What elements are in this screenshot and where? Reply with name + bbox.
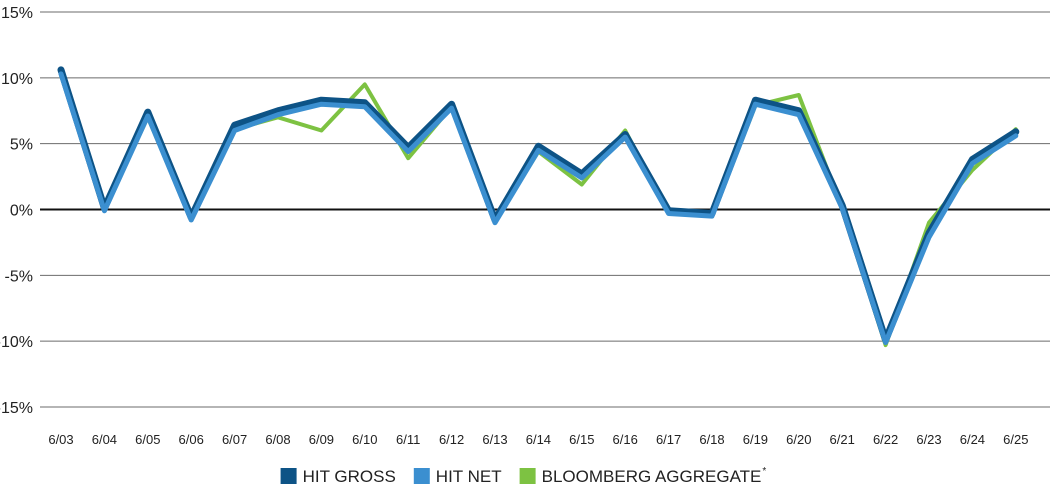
legend-swatch xyxy=(519,468,536,484)
x-tick-label: 6/20 xyxy=(786,432,811,447)
data-point xyxy=(710,214,714,218)
x-tick-label: 6/14 xyxy=(526,432,551,447)
x-tick-label: 6/07 xyxy=(222,432,247,447)
series-layer xyxy=(57,66,1020,348)
legend-item: HIT GROSS xyxy=(280,467,396,486)
y-tick-label: 5% xyxy=(10,137,33,154)
data-point xyxy=(146,114,149,118)
x-tick-label: 6/12 xyxy=(439,432,464,447)
data-point xyxy=(624,135,627,139)
data-point xyxy=(667,212,670,215)
data-point xyxy=(884,341,887,344)
data-point xyxy=(797,113,800,116)
data-point xyxy=(363,105,366,109)
data-point xyxy=(537,145,540,148)
legend-label: BLOOMBERG AGGREGATE xyxy=(542,467,762,486)
data-point xyxy=(797,93,800,97)
data-point xyxy=(1014,134,1017,137)
x-tick-label: 6/06 xyxy=(179,432,204,447)
x-tick-label: 6/09 xyxy=(309,432,334,447)
legend-superscript: * xyxy=(762,466,766,477)
x-tick-label: 6/03 xyxy=(48,432,73,447)
legend-item: BLOOMBERG AGGREGATE * xyxy=(519,466,766,486)
y-axis-tick-labels: 15% 10% 5% 0% -5% -10% -15% xyxy=(0,5,33,417)
data-point xyxy=(450,106,453,110)
data-point xyxy=(927,221,931,224)
x-tick-label: 6/05 xyxy=(135,432,160,447)
data-point xyxy=(146,110,149,114)
data-point xyxy=(233,129,236,132)
data-point xyxy=(320,102,323,106)
data-point xyxy=(103,209,106,213)
data-point xyxy=(276,113,280,116)
x-tick-label: 6/22 xyxy=(873,432,898,447)
y-tick-label: -5% xyxy=(5,268,33,285)
data-point xyxy=(754,99,757,102)
legend-item: HIT NET xyxy=(413,467,502,486)
x-tick-label: 6/13 xyxy=(482,432,507,447)
x-tick-label: 6/08 xyxy=(265,432,290,447)
legend-swatch xyxy=(413,468,430,484)
series-line-hit-net xyxy=(58,71,1019,345)
legend: HIT GROSS HIT NET BLOOMBERG AGGREGATE * xyxy=(280,466,766,486)
x-tick-label: 6/24 xyxy=(960,432,985,447)
data-point xyxy=(233,124,236,127)
data-point xyxy=(927,235,931,239)
x-tick-label: 6/25 xyxy=(1003,432,1028,447)
x-tick-label: 6/21 xyxy=(830,432,855,447)
data-point xyxy=(363,83,366,86)
data-point xyxy=(537,149,540,152)
data-point xyxy=(754,102,757,106)
data-point xyxy=(971,168,974,172)
x-tick-label: 6/11 xyxy=(396,432,420,447)
legend-swatch xyxy=(280,468,297,484)
data-point xyxy=(580,176,583,180)
x-tick-label: 6/18 xyxy=(699,432,724,447)
data-point xyxy=(1014,130,1017,134)
data-point xyxy=(841,206,844,210)
data-point xyxy=(797,109,800,112)
data-point xyxy=(407,150,410,153)
x-tick-label: 6/17 xyxy=(656,432,681,447)
data-point xyxy=(407,156,410,160)
y-tick-label: 15% xyxy=(1,5,33,22)
x-tick-label: 6/23 xyxy=(916,432,941,447)
data-point xyxy=(320,99,323,102)
x-tick-label: 6/16 xyxy=(613,432,638,447)
data-point xyxy=(450,102,453,106)
x-tick-label: 6/10 xyxy=(352,432,377,447)
y-tick-label: 10% xyxy=(1,71,33,88)
data-point xyxy=(320,129,323,132)
y-tick-label: -10% xyxy=(0,334,33,351)
data-point xyxy=(580,183,583,186)
x-tick-label: 6/15 xyxy=(569,432,594,447)
x-tick-label: 6/19 xyxy=(743,432,768,447)
data-point xyxy=(190,218,193,222)
data-point xyxy=(59,68,63,72)
data-point xyxy=(493,221,497,224)
y-tick-label: -15% xyxy=(0,400,33,417)
x-axis-tick-labels: 6/03 6/04 6/05 6/06 6/07 6/08 6/09 6/10 6/11 6/12… xyxy=(48,432,1028,447)
y-tick-label: 0% xyxy=(10,203,33,220)
grid-layer xyxy=(40,11,1050,408)
data-point xyxy=(363,101,366,105)
legend-label: HIT NET xyxy=(436,467,502,486)
legend-label: HIT GROSS xyxy=(303,467,396,486)
data-point xyxy=(276,109,280,112)
x-tick-label: 6/04 xyxy=(92,432,117,447)
data-point xyxy=(59,72,63,76)
data-point xyxy=(971,162,974,165)
